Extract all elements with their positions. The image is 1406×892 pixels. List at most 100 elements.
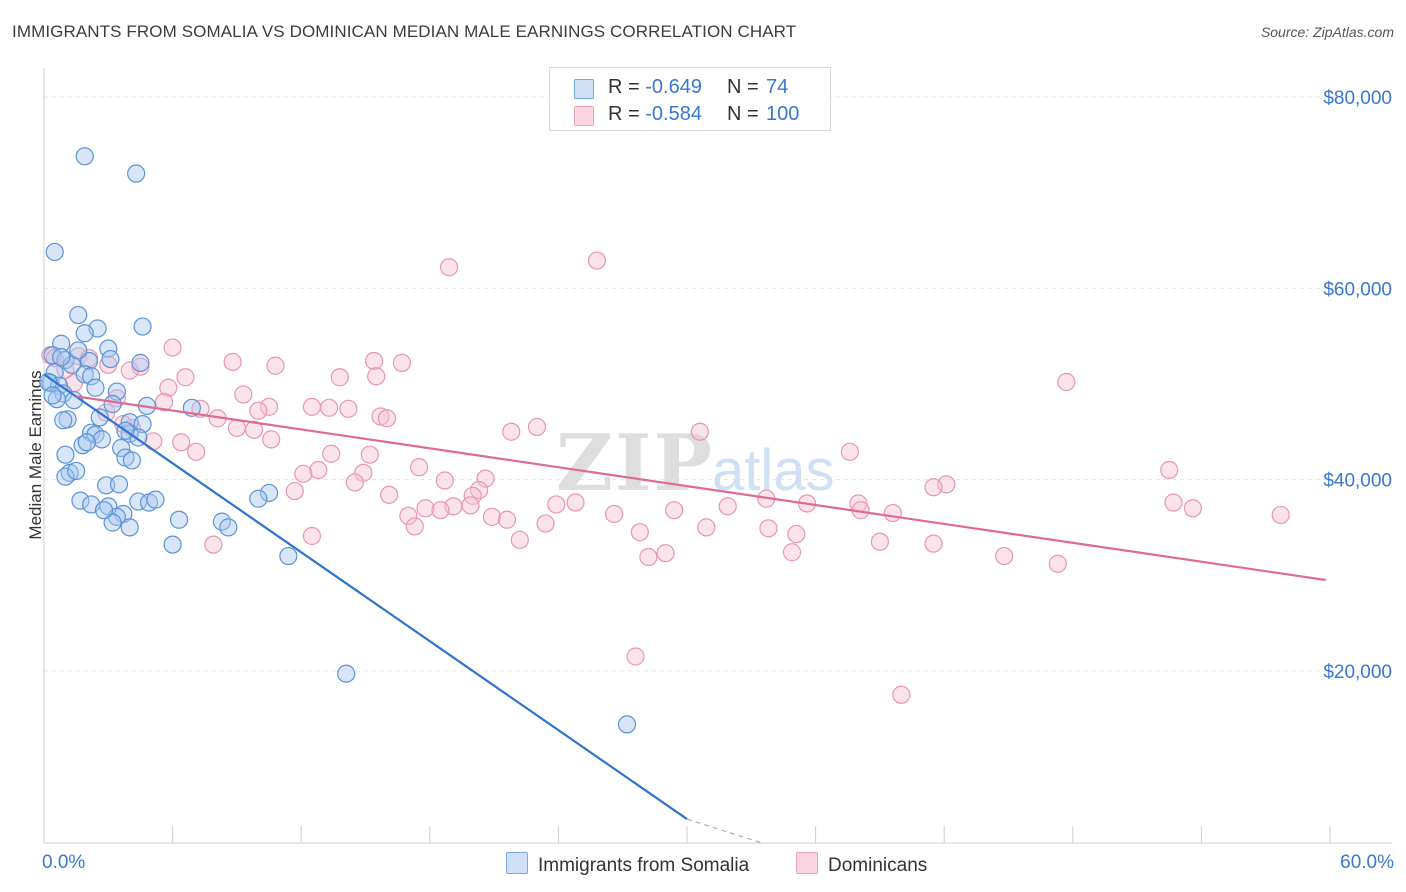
dominican-point	[259, 397, 279, 416]
dominican-point	[392, 353, 412, 372]
dominican-point	[527, 417, 547, 437]
somalia-point	[127, 164, 146, 183]
somalia-point	[75, 324, 94, 343]
somalia-point	[69, 341, 88, 360]
somalia-point	[249, 489, 268, 508]
dominican-point	[345, 473, 364, 492]
somalia-point	[169, 510, 189, 529]
dominican-point	[339, 399, 358, 418]
somalia-point	[120, 518, 139, 537]
dominican-point	[439, 258, 459, 277]
somalia-point	[75, 147, 94, 166]
legend-item-somalia: Immigrants from Somalia	[506, 852, 749, 877]
dominican-point	[840, 442, 859, 461]
legend-swatch-dominicans	[796, 852, 818, 874]
y-tick-label: $60,000	[1323, 279, 1392, 300]
dominican-point	[409, 458, 429, 477]
somalia-n-label: N =	[727, 76, 759, 98]
somalia-point	[43, 386, 62, 405]
dominican-point	[782, 543, 802, 562]
dominican-point	[262, 430, 281, 449]
dominican-swatch	[574, 106, 594, 126]
dominican-point	[309, 460, 328, 480]
dominican-point	[435, 471, 454, 490]
dominican-point	[131, 357, 150, 376]
dominican-point	[302, 526, 322, 546]
watermark-zip: ZIP	[556, 418, 714, 509]
dominican-point	[223, 352, 242, 372]
somalia-r: R = -0.649	[608, 76, 702, 98]
dominican-point	[510, 530, 529, 549]
somalia-swatch	[574, 79, 594, 99]
dominican-point	[995, 546, 1014, 566]
dominican-point	[1164, 493, 1183, 512]
somalia-point	[103, 394, 122, 414]
somalia-point	[133, 317, 152, 336]
dominican-point	[187, 442, 206, 461]
dominican-point	[497, 510, 517, 529]
dominican-point	[1271, 505, 1290, 525]
dominican-point	[690, 422, 709, 441]
somalia-point	[69, 305, 88, 325]
dominican-point	[892, 685, 911, 704]
dominican-point	[924, 478, 943, 497]
somalia-point	[75, 365, 94, 384]
dominican-point	[163, 338, 182, 357]
dominican-r: R = -0.584	[608, 103, 702, 125]
somalia-point	[103, 513, 122, 532]
somalia-point	[112, 438, 131, 458]
somalia-point	[71, 491, 90, 510]
dominican-point	[377, 409, 397, 428]
stats-row-somalia: R = -0.649 N = 74	[550, 73, 830, 101]
stats-row-dominican: R = -0.584 N = 100	[550, 100, 830, 128]
dominican-point	[536, 514, 555, 533]
dominican-point	[697, 518, 716, 537]
somalia-n-value: 74	[766, 76, 789, 98]
dominican-point	[718, 497, 737, 516]
somalia-point	[163, 535, 182, 554]
somalia-point	[131, 353, 150, 372]
dominican-point	[371, 407, 390, 426]
somalia-point	[82, 367, 101, 386]
dominican-point	[431, 501, 450, 520]
dominican-point	[883, 503, 902, 523]
somalia-point	[90, 408, 109, 427]
somalia-point	[337, 664, 356, 683]
dominican-point	[234, 385, 253, 404]
dominican-point	[870, 532, 890, 551]
y-tick-label: $80,000	[1323, 88, 1392, 109]
dominican-point	[227, 418, 246, 438]
dominican-point	[249, 401, 268, 420]
dominican-point	[159, 378, 178, 397]
dominican-point	[302, 397, 322, 416]
dominican-point	[405, 517, 424, 536]
dominican-point	[1183, 499, 1202, 518]
dominican-point	[639, 547, 658, 567]
dominican-point	[482, 507, 502, 526]
somalia-point	[56, 467, 75, 486]
dominican-point	[665, 501, 684, 520]
dominican-point	[626, 647, 645, 666]
y-tick-label: $20,000	[1323, 662, 1392, 683]
dominican-point	[656, 544, 675, 563]
legend-swatch-somalia	[506, 852, 528, 874]
dominican-point	[787, 524, 806, 544]
dominican-trend-line	[75, 395, 1326, 582]
dominican-point	[605, 504, 624, 524]
somalia-point	[45, 242, 64, 262]
dominican-point	[154, 392, 174, 412]
somalia-point	[122, 451, 141, 470]
x-tick-min: 0.0%	[42, 852, 86, 873]
somalia-point	[617, 715, 637, 734]
dominican-point	[367, 367, 386, 386]
somalia-point	[219, 518, 238, 537]
dominican-point	[502, 422, 521, 441]
somalia-point	[94, 501, 114, 520]
somalia-point	[92, 430, 111, 449]
dominican-point	[416, 499, 435, 518]
source-label: Source: ZipAtlas.com	[1260, 24, 1394, 40]
dominican-point	[587, 251, 607, 270]
dominican-point	[759, 519, 778, 538]
dominican-point	[566, 493, 585, 512]
